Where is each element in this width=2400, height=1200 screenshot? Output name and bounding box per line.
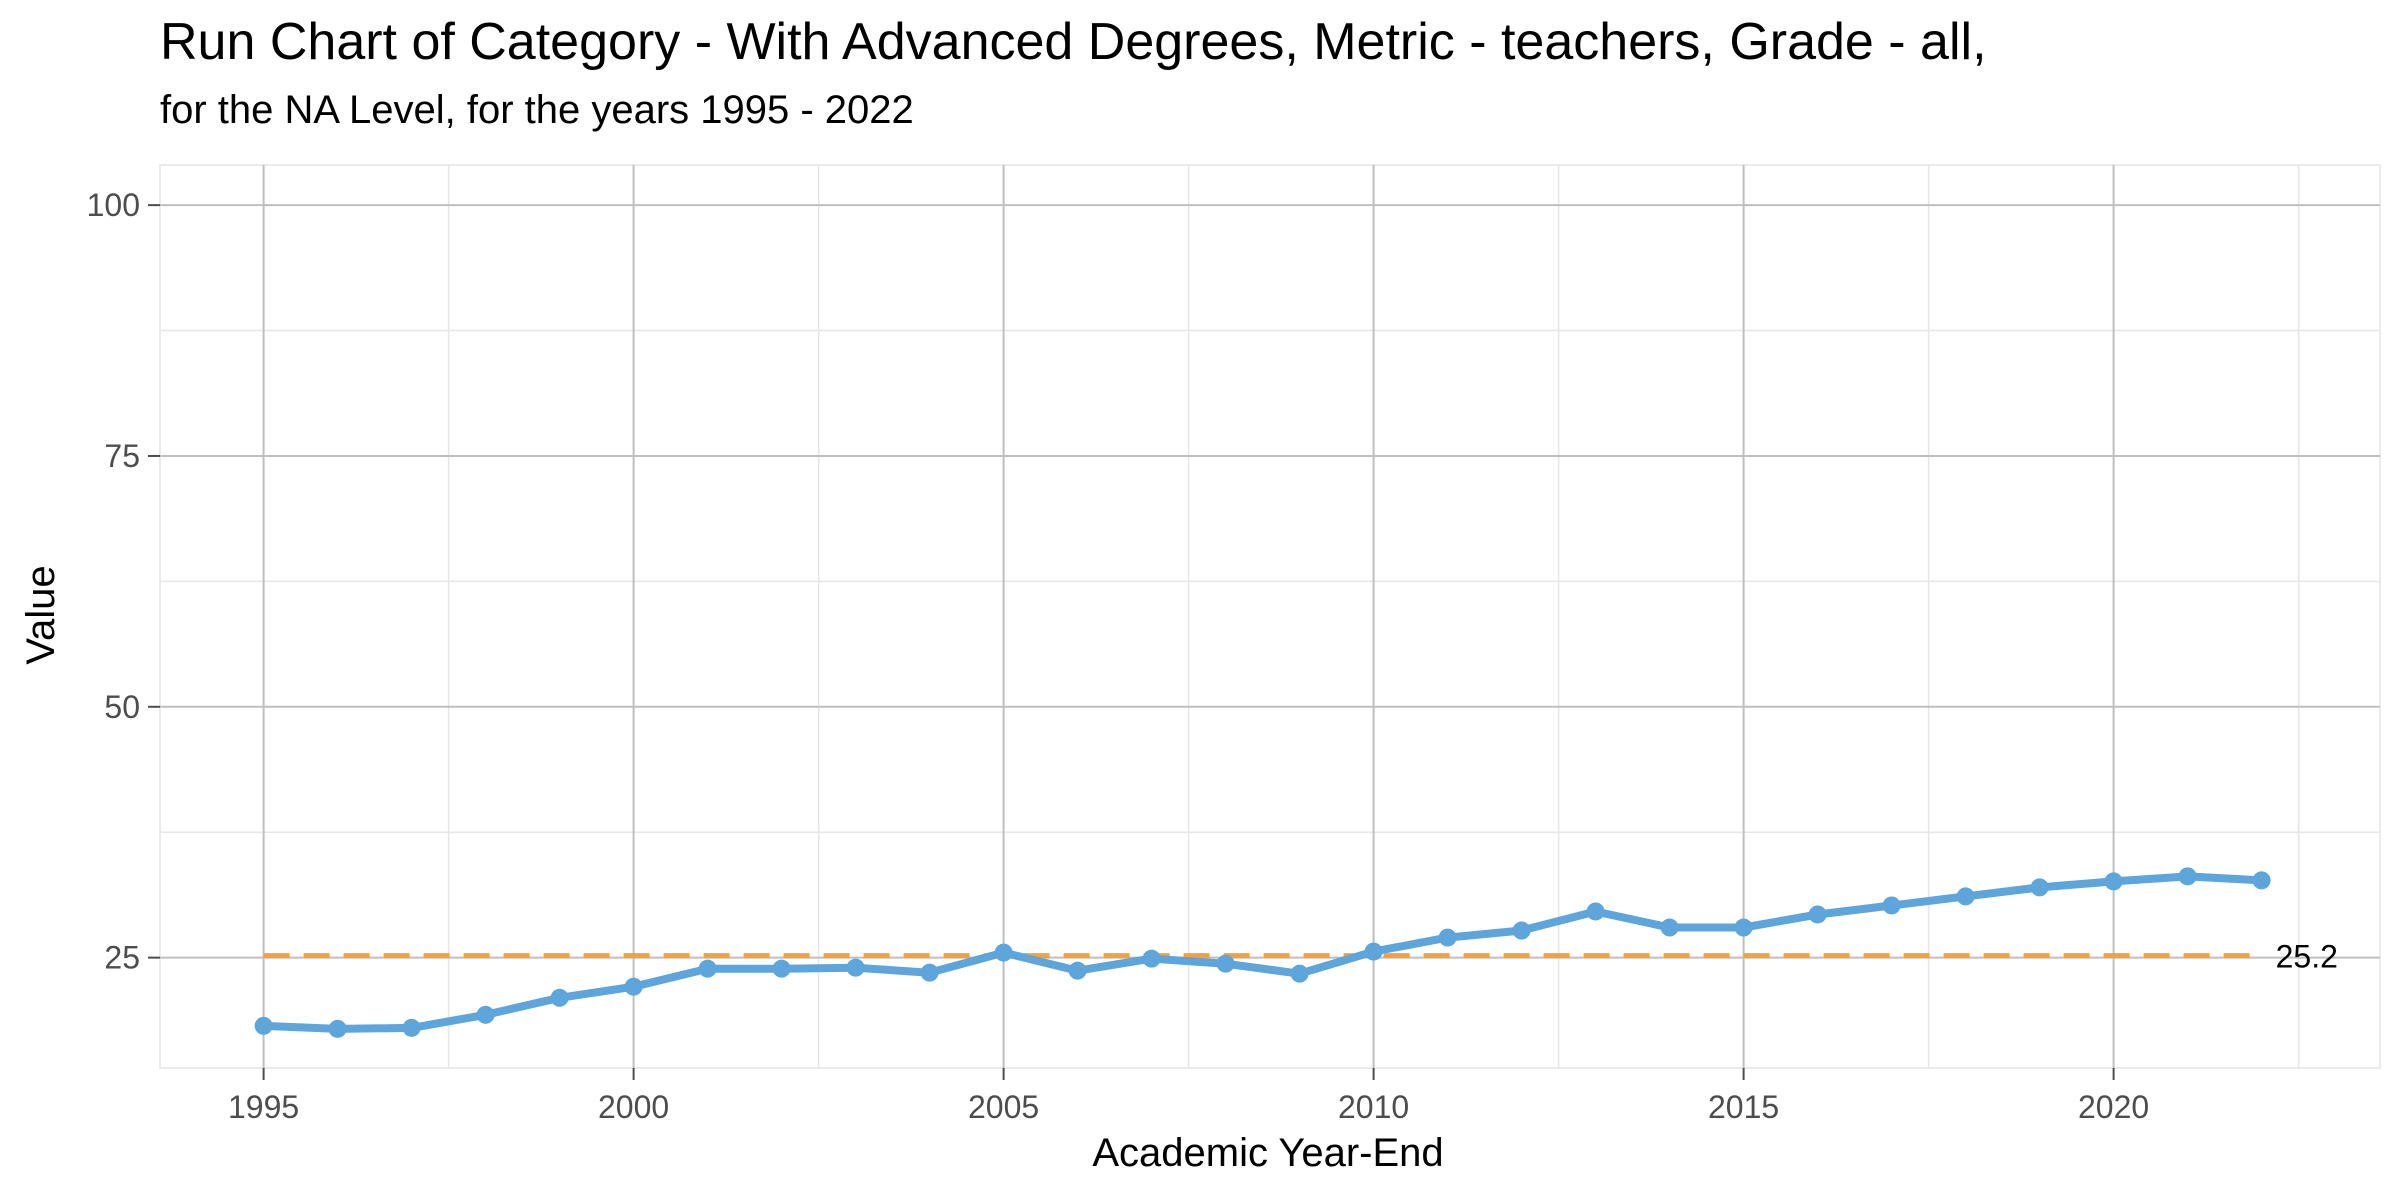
data-point	[624, 977, 643, 996]
data-point	[846, 958, 865, 977]
x-axis-title: Academic Year-End	[1092, 1131, 1443, 1175]
y-axis-title: Value	[19, 565, 63, 664]
data-point	[1142, 949, 1161, 968]
y-axis-ticks: 25 50 75 100	[87, 187, 160, 976]
data-point	[550, 988, 569, 1007]
reference-layer: 25.2	[263, 939, 2338, 975]
data-point	[698, 959, 717, 978]
major-gridlines	[160, 165, 2380, 1068]
data-point	[1808, 905, 1827, 924]
data-point	[1512, 921, 1531, 940]
x-tick-label: 2005	[968, 1089, 1039, 1125]
data-point	[772, 959, 791, 978]
data-point	[254, 1016, 273, 1035]
y-tick-label: 100	[87, 187, 140, 223]
x-tick-label: 2000	[598, 1089, 669, 1125]
data-point	[476, 1005, 495, 1024]
data-point	[2252, 871, 2271, 890]
data-point	[994, 943, 1013, 962]
series-layer	[254, 867, 2271, 1038]
y-tick-label: 25	[104, 940, 140, 976]
x-tick-label: 1995	[228, 1089, 299, 1125]
y-tick-label: 50	[104, 689, 140, 725]
data-point	[920, 963, 939, 982]
data-point	[1660, 918, 1679, 937]
reference-line-label: 25.2	[2276, 939, 2338, 975]
data-point	[1068, 961, 1087, 980]
data-point	[2030, 878, 2049, 897]
x-tick-label: 2010	[1338, 1089, 1409, 1125]
data-point	[1882, 896, 1901, 915]
series-line	[259, 872, 2266, 1033]
plot-panel-border	[159, 164, 2381, 1069]
data-point	[1216, 954, 1235, 973]
data-point	[2104, 872, 2123, 891]
data-point	[1290, 964, 1309, 983]
data-point	[2178, 867, 2197, 886]
data-point	[1438, 928, 1457, 947]
chart-subtitle: for the NA Level, for the years 1995 - 2…	[160, 88, 914, 132]
chart-title: Run Chart of Category - With Advanced De…	[160, 13, 1987, 71]
x-axis-ticks: 1995 2000 2005 2010 2015 2020	[228, 1068, 2149, 1125]
minor-gridlines	[159, 164, 2381, 1069]
x-tick-label: 2015	[1708, 1089, 1779, 1125]
data-point	[1734, 918, 1753, 937]
y-tick-label: 75	[104, 438, 140, 474]
data-point	[1956, 887, 1975, 906]
data-point	[402, 1018, 421, 1037]
data-point	[328, 1019, 347, 1038]
data-point	[1364, 942, 1383, 961]
data-point	[1586, 902, 1605, 921]
x-tick-label: 2020	[2078, 1089, 2149, 1125]
